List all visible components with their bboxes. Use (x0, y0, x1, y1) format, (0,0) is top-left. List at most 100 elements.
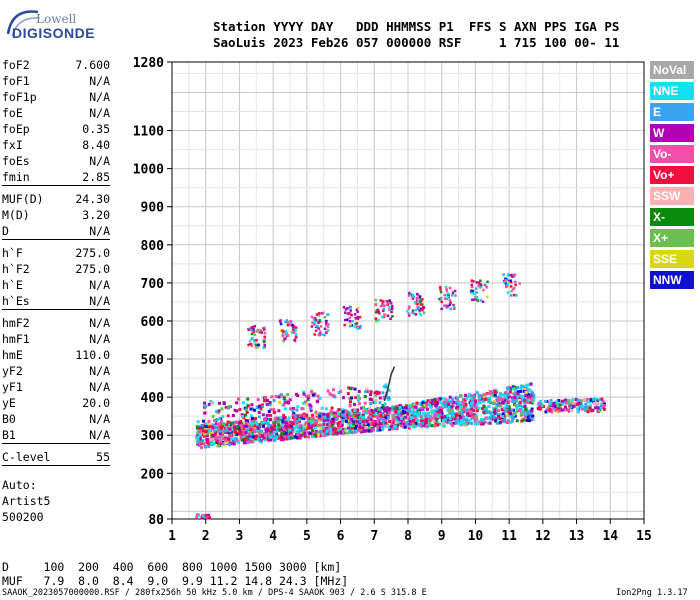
data-point (588, 404, 592, 408)
y-tick-label: 500 (141, 353, 165, 368)
data-point (487, 391, 491, 395)
data-point (329, 431, 333, 435)
data-point (230, 421, 234, 425)
data-point (289, 322, 292, 325)
data-point (230, 437, 234, 441)
data-point (358, 326, 361, 330)
data-point (485, 286, 488, 289)
data-point (323, 418, 327, 422)
data-point (352, 422, 356, 426)
data-point (378, 396, 382, 400)
param-key: C-level (2, 450, 51, 464)
data-point (246, 428, 250, 432)
data-point (216, 433, 220, 437)
data-point (510, 408, 514, 412)
data-point (592, 400, 596, 404)
data-point (511, 275, 514, 278)
data-point (326, 414, 330, 418)
data-point (493, 408, 497, 412)
data-point (357, 398, 361, 402)
param-fof1p: foF1p N/A (2, 90, 110, 106)
data-point (209, 425, 213, 429)
data-point (301, 431, 305, 435)
data-point (558, 409, 562, 413)
data-point (433, 397, 437, 401)
data-point (241, 401, 245, 405)
data-point (327, 323, 330, 326)
data-point (412, 294, 415, 297)
data-point (265, 398, 269, 402)
data-point (527, 419, 531, 423)
data-point (492, 399, 496, 403)
param-hf2: h`F2 275.0 (2, 262, 110, 278)
data-point (316, 324, 319, 328)
data-point (389, 425, 393, 429)
data-point (520, 384, 524, 388)
data-point (349, 323, 352, 326)
data-point (440, 412, 444, 416)
data-point (356, 327, 359, 331)
data-point (214, 426, 218, 430)
data-point (381, 391, 385, 395)
data-point (524, 407, 528, 411)
data-point (320, 333, 324, 336)
param-key: foF2 (2, 58, 30, 72)
data-point (244, 406, 248, 410)
data-point (415, 296, 419, 300)
data-point (402, 420, 406, 424)
data-point (351, 420, 355, 424)
data-point (272, 408, 276, 412)
data-point (258, 331, 262, 334)
data-point (273, 428, 277, 432)
data-point (247, 343, 250, 347)
data-point (245, 421, 249, 425)
data-point (591, 397, 595, 401)
data-point (384, 421, 388, 425)
data-point (274, 434, 278, 438)
data-point (506, 387, 510, 391)
data-point (201, 419, 205, 423)
data-point (299, 426, 303, 430)
data-point (238, 432, 242, 436)
data-point (301, 401, 305, 405)
data-point (586, 397, 590, 401)
data-point (410, 403, 414, 407)
y-tick-label: 600 (141, 315, 165, 330)
data-point (309, 420, 313, 424)
data-point (374, 420, 378, 424)
param-yf1: yF1 N/A (2, 380, 110, 396)
data-point (435, 416, 439, 420)
data-point (479, 286, 482, 289)
data-point (364, 421, 368, 425)
data-point (478, 396, 482, 400)
data-point (446, 408, 450, 412)
data-point (355, 412, 359, 416)
data-point (481, 300, 485, 304)
data-point (368, 415, 372, 419)
data-point (394, 412, 398, 416)
data-point (474, 413, 478, 417)
data-point (253, 325, 257, 328)
data-point (207, 428, 211, 432)
data-point (487, 410, 491, 414)
data-point (268, 413, 272, 417)
data-point (233, 408, 237, 412)
data-point (302, 392, 306, 396)
data-point (268, 401, 272, 405)
data-point (364, 390, 368, 394)
data-point (416, 307, 420, 311)
data-point (341, 408, 345, 412)
data-point (276, 417, 280, 421)
data-point (401, 418, 405, 422)
data-point (548, 408, 552, 412)
data-point (323, 433, 327, 437)
data-point (294, 333, 298, 336)
data-point (423, 420, 427, 424)
data-point (201, 439, 205, 443)
data-point (569, 405, 573, 409)
data-point (218, 440, 222, 444)
data-point (251, 342, 255, 346)
data-point (513, 414, 517, 418)
data-point (235, 409, 239, 413)
data-point (408, 425, 412, 429)
